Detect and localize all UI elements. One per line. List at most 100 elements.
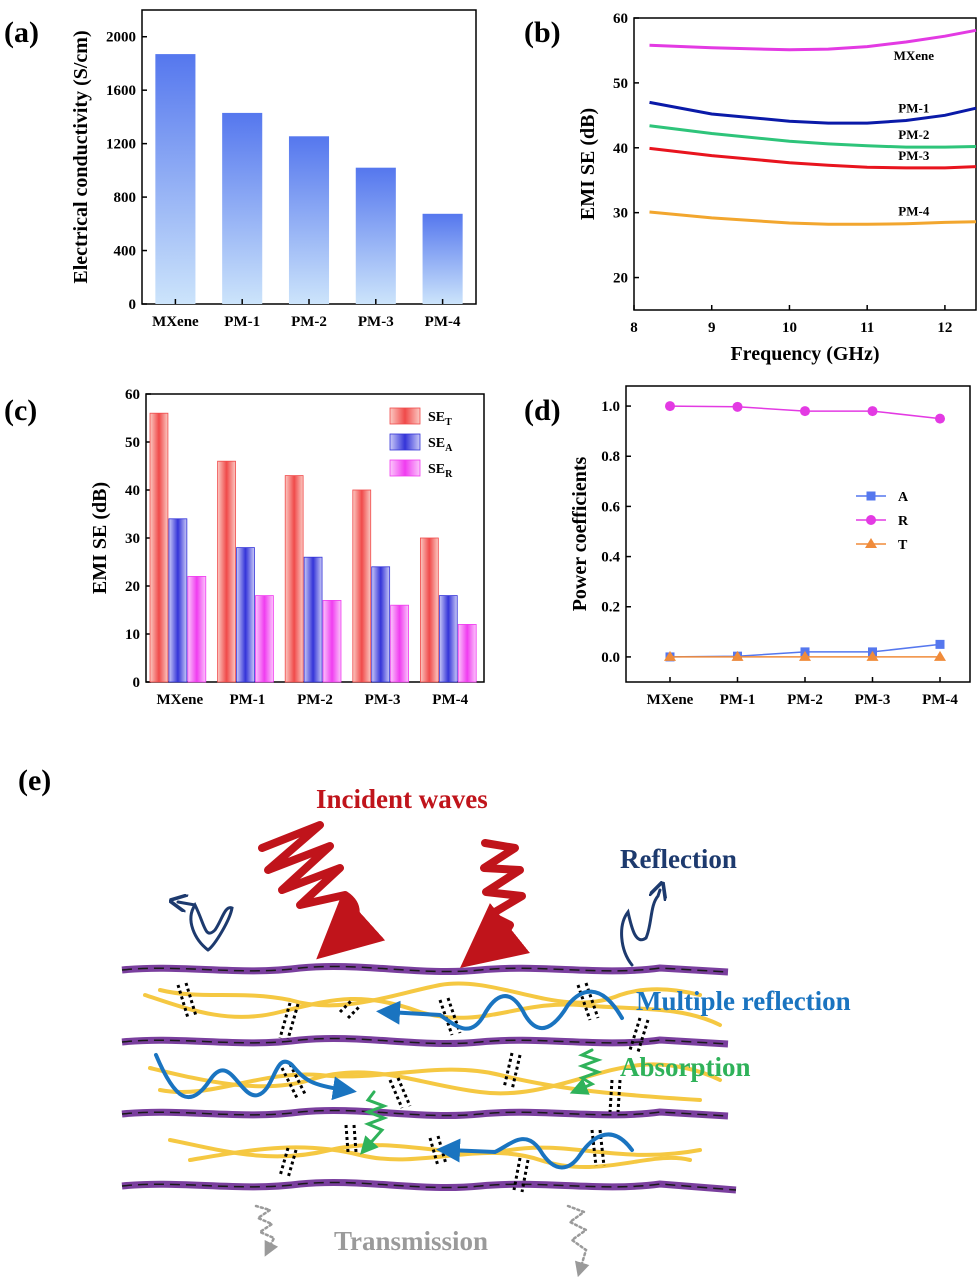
y-axis-label: EMI SE (dB) (577, 108, 599, 220)
transmission-path-1 (254, 1204, 279, 1257)
transmission-paths (254, 1204, 590, 1278)
bar-se-a (303, 556, 323, 683)
y-tick-label: 30 (125, 531, 140, 547)
data-point-r (665, 401, 675, 412)
sheet-layer-3 (121, 1107, 729, 1120)
connector (278, 1002, 292, 1039)
y-tick-label: 50 (613, 76, 628, 92)
connector (396, 1077, 412, 1107)
x-tick-label: PM-3 (365, 692, 401, 708)
fiber-2 (158, 981, 702, 1008)
series-label-mxene: MXene (894, 48, 935, 63)
panel-label-c: (c) (4, 394, 37, 427)
fiber-5 (168, 1138, 702, 1159)
bar-se-a (168, 518, 188, 683)
connector (428, 1137, 440, 1167)
label-transmission: Transmission (334, 1226, 488, 1256)
x-tick-label: 8 (630, 320, 638, 336)
incident-wave-arrows (258, 821, 530, 968)
data-point-t (664, 650, 676, 661)
x-tick-label: PM-2 (291, 314, 327, 330)
bar-se-r (457, 624, 477, 683)
x-tick-label: PM-1 (720, 692, 756, 708)
plot-frame (633, 17, 977, 311)
reflection-waves (178, 890, 660, 967)
x-tick-label: PM-2 (787, 692, 823, 708)
x-tick-label: PM-3 (358, 314, 394, 330)
data-point-r (800, 406, 810, 417)
x-tick-label: PM-2 (297, 692, 333, 708)
connector (590, 1129, 598, 1167)
bar-se-t (284, 475, 304, 683)
legend-subscript: T (445, 417, 452, 428)
sheet-layer-2 (121, 1035, 729, 1048)
label-multiple-reflection: Multiple reflection (636, 986, 851, 1016)
bar (155, 54, 196, 304)
y-tick-label: 20 (125, 579, 140, 595)
legend-swatch-se-a (389, 433, 421, 451)
data-point-r (867, 406, 878, 417)
bar-se-r (390, 604, 409, 683)
connector (346, 1004, 362, 1020)
series-label-pm-3: PM-3 (898, 148, 930, 163)
connector (338, 998, 354, 1014)
legend-marker-a (866, 491, 876, 501)
panel-label-d: (d) (524, 394, 561, 427)
label-incident-waves: Incident waves (316, 784, 488, 814)
data-point-t (866, 650, 879, 661)
series-line-mxene (649, 28, 977, 52)
y-tick-label: 30 (613, 206, 628, 222)
y-tick-label: 0.0 (601, 650, 620, 666)
x-axis-label: Frequency (GHz) (730, 343, 879, 365)
legend-label-se-r: SER (428, 462, 453, 480)
y-tick-label: 20 (613, 271, 628, 287)
sheet-layer-1 (121, 963, 729, 976)
legend-marker-t (865, 538, 877, 548)
absorption-path-2 (360, 1090, 389, 1155)
transmission-path-2 (566, 1204, 590, 1278)
series-line-pm-2 (649, 124, 977, 149)
plot-frame (625, 385, 971, 683)
x-tick-label: PM-4 (922, 692, 958, 708)
multiple-reflection-3 (436, 1132, 634, 1170)
chart-c-emi-bars: 0 10 20 30 40 50 60 MXene PM-1 PM-2 PM-3 PM-4 SET SEA… (89, 387, 485, 708)
label-reflection: Reflection (620, 844, 737, 874)
connector (502, 1052, 514, 1089)
y-tick-label: 10 (125, 627, 140, 643)
x-tick-label: 9 (708, 320, 716, 336)
x-tick-label: PM-4 (432, 692, 468, 708)
data-point-t (799, 650, 811, 661)
chart-d-power-coefficients: 0.0 0.2 0.4 0.6 0.8 1.0 MXene PM-1 PM-2 PM-3 PM-4 A… (569, 385, 971, 708)
data-point-a (935, 639, 945, 649)
legend-subscript: A (445, 443, 453, 454)
x-tick-label: PM-3 (855, 692, 891, 708)
y-tick-label: 40 (125, 483, 140, 499)
panel-label-a: (a) (4, 16, 39, 49)
data-point-r (935, 413, 945, 424)
reflection-wave-right (620, 890, 660, 967)
legend-marker-r (866, 515, 876, 525)
sheet-layer-3-edge (121, 1109, 729, 1117)
fiber-1 (143, 993, 722, 1027)
y-tick-label: 50 (125, 435, 140, 451)
sheet-layer-1-edge (121, 965, 729, 973)
incident-wave-2 (460, 839, 530, 968)
legend-label-se-t: SET (428, 410, 452, 428)
legend-label-a: A (898, 490, 909, 505)
panel-label-e: (e) (18, 764, 51, 797)
y-tick-label: 1.0 (601, 399, 620, 415)
connector (176, 984, 190, 1019)
bar (288, 136, 330, 304)
data-point-t (934, 650, 946, 661)
multiple-reflection-1 (376, 989, 624, 1031)
bar-se-a (236, 547, 255, 683)
bar (355, 167, 396, 304)
connector (636, 1019, 650, 1053)
x-tick-label: 10 (782, 320, 797, 336)
y-axis-label: Power coefficients (569, 457, 591, 612)
legend-label-t: T (898, 538, 908, 553)
x-tick-label: PM-1 (229, 692, 265, 708)
legend-label-se-a: SEA (428, 436, 453, 454)
connector (286, 1149, 298, 1179)
